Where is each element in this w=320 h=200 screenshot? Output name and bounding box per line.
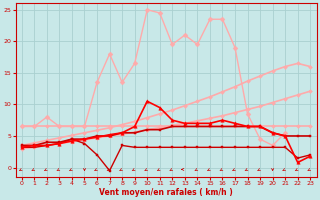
X-axis label: Vent moyen/en rafales ( km/h ): Vent moyen/en rafales ( km/h ) [99,188,233,197]
